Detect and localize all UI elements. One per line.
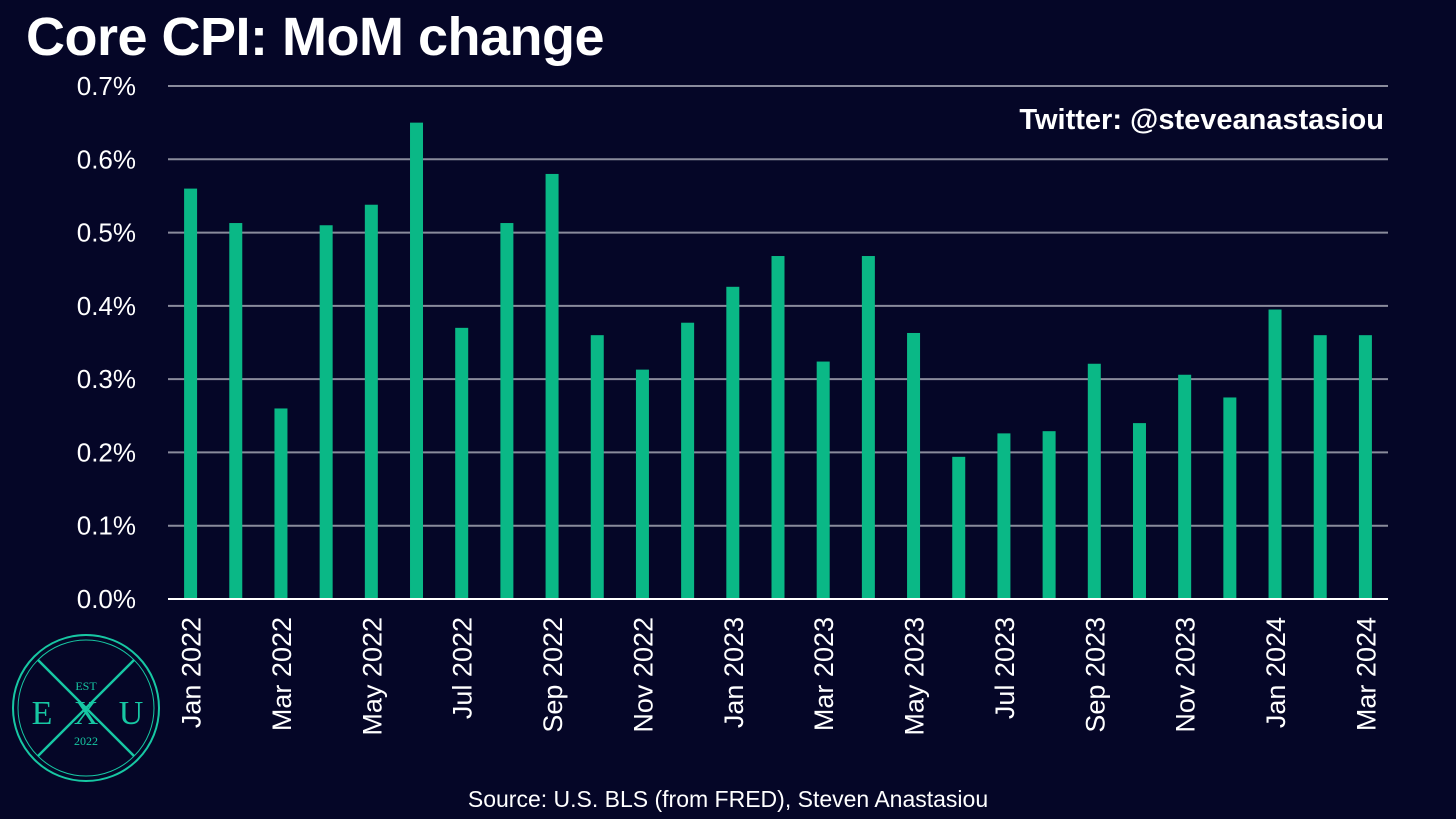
y-tick-label: 0.4%	[77, 291, 136, 321]
bar-feb-2022	[229, 223, 243, 599]
bar-oct-2023	[1132, 423, 1146, 599]
y-tick-label: 0.3%	[77, 364, 136, 394]
bar-dec-2023	[1223, 397, 1237, 599]
logo-est-text: EST	[75, 679, 97, 693]
bar-aug-2023	[1042, 431, 1056, 599]
bar-sep-2023	[1087, 363, 1101, 599]
y-tick-label: 0.6%	[77, 144, 136, 174]
bar-may-2022	[364, 204, 378, 600]
bar-apr-2022	[319, 225, 333, 599]
x-tick-label: May 2022	[357, 617, 387, 736]
bar-mar-2022	[274, 408, 288, 599]
bar-mar-2023	[816, 361, 830, 599]
logo-right-letter: U	[119, 695, 144, 732]
x-tick-label: Mar 2022	[267, 617, 297, 731]
bar-may-2023	[907, 332, 921, 599]
bar-feb-2023	[771, 256, 785, 599]
source-note: Source: U.S. BLS (from FRED), Steven Ana…	[467, 786, 989, 812]
y-axis-tick-labels: 0.0% 0.1% 0.2% 0.3% 0.4% 0.5% 0.6% 0.7%	[77, 71, 136, 614]
x-tick-label: Sep 2022	[538, 617, 568, 733]
bar-jan-2024	[1268, 309, 1282, 599]
x-tick-label: May 2023	[900, 617, 930, 736]
x-tick-label: Mar 2024	[1351, 617, 1381, 731]
x-axis-tick-labels: Jan 2022 Mar 2022 May 2022 Jul 2022 Sep 2022…	[177, 617, 1382, 736]
logo-center-letter: X	[74, 695, 99, 732]
bars	[184, 122, 1372, 600]
bar-aug-2022	[500, 223, 514, 599]
x-tick-label: Jan 2022	[177, 617, 207, 728]
bar-feb-2024	[1313, 335, 1327, 599]
y-tick-label: 0.1%	[77, 511, 136, 541]
bar-jan-2023	[726, 286, 740, 599]
bar-nov-2023	[1178, 374, 1192, 599]
bar-nov-2022	[635, 369, 649, 599]
bar-jan-2022	[184, 188, 198, 599]
logo-year-text: 2022	[74, 734, 98, 748]
x-tick-label: Nov 2022	[628, 617, 658, 733]
bar-sep-2022	[545, 173, 559, 599]
exu-logo: EST E X U 2022	[12, 634, 160, 782]
y-tick-label: 0.7%	[77, 71, 136, 101]
bar-dec-2022	[681, 322, 695, 599]
bar-jul-2023	[997, 433, 1011, 599]
twitter-credit: Twitter: @steveanastasiou	[1019, 104, 1384, 136]
x-tick-label: Jan 2024	[1261, 617, 1291, 728]
x-tick-label: Jul 2022	[448, 617, 478, 719]
x-tick-label: Jan 2023	[719, 617, 749, 728]
bar-mar-2024	[1358, 335, 1372, 599]
x-tick-label: Jul 2023	[990, 617, 1020, 719]
bar-oct-2022	[590, 335, 604, 599]
x-tick-label: Sep 2023	[1080, 617, 1110, 733]
bar-jun-2022	[410, 122, 424, 600]
bar-apr-2023	[861, 256, 875, 599]
bar-jul-2022	[455, 327, 469, 599]
chart-title: Core CPI: MoM change	[26, 7, 605, 67]
y-tick-label: 0.0%	[77, 584, 136, 614]
logo-left-letter: E	[32, 695, 53, 732]
y-tick-label: 0.5%	[77, 218, 136, 248]
bar-jun-2023	[952, 456, 966, 599]
y-tick-label: 0.2%	[77, 437, 136, 467]
x-tick-label: Nov 2023	[1171, 617, 1201, 733]
x-tick-label: Mar 2023	[809, 617, 839, 731]
